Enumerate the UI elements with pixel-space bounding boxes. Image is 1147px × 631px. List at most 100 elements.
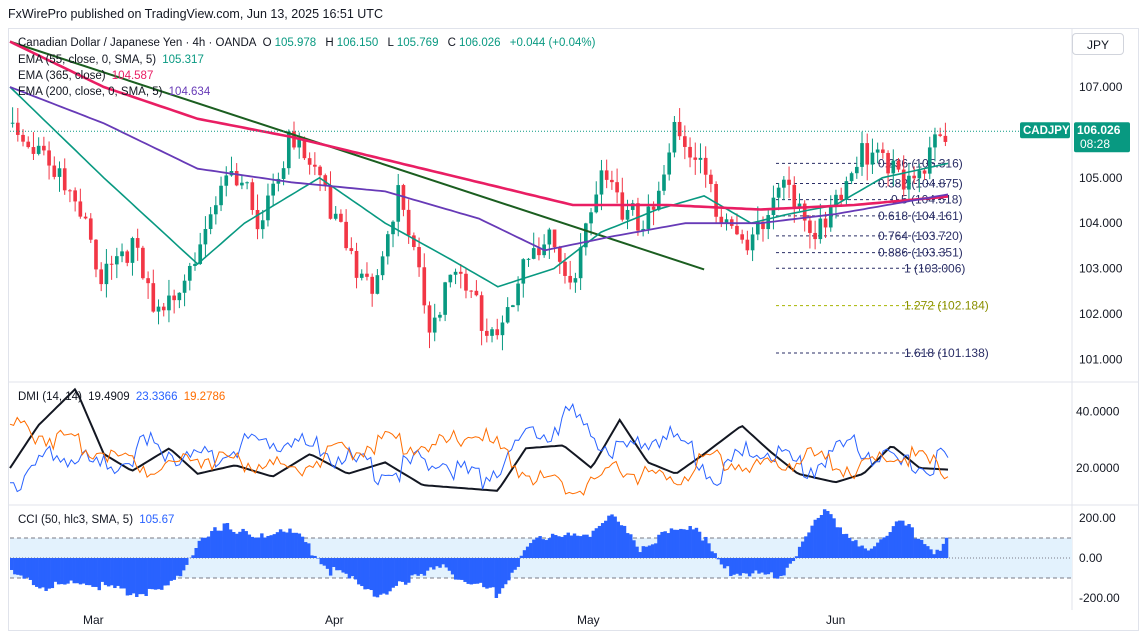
cci-bar (610, 514, 614, 558)
cci-bar (644, 546, 649, 558)
candle-down (896, 160, 901, 170)
candle-up (104, 263, 109, 285)
candle-down (745, 239, 750, 251)
candle-down (557, 247, 562, 262)
cci-bar (844, 533, 849, 558)
cci-bar (382, 558, 386, 594)
candle-down (495, 329, 500, 336)
cci-bar (654, 543, 658, 558)
cci-bar (422, 558, 427, 576)
cci-bar (491, 558, 495, 588)
cci-bar (941, 543, 946, 558)
candle-down (354, 250, 359, 278)
ema200-value: 104.634 (168, 86, 211, 98)
ema365-value: 104.587 (111, 70, 154, 82)
cci-bar (766, 558, 771, 575)
cci-bar (332, 558, 336, 568)
cci-bar (372, 558, 377, 597)
cci-bar (360, 558, 364, 587)
cci-bar (35, 558, 39, 587)
ema55-line (9, 86, 949, 288)
ema365-line (9, 40, 949, 211)
currency-button[interactable]: JPY (1072, 33, 1124, 55)
cci-bar (22, 558, 26, 579)
cci-bar (569, 535, 574, 558)
cci-bar (582, 534, 586, 558)
dmi-legend[interactable]: DMI (14, 14) 19.4909 23.3366 19.2786 (18, 391, 228, 403)
candle-up (667, 152, 672, 175)
cci-bar (235, 533, 239, 558)
candle-down (735, 225, 739, 235)
cci-bar (453, 558, 458, 580)
ema200-legend[interactable]: EMA (200, close, 0, SMA, 5) 104.634 (18, 86, 213, 98)
candle-down (255, 210, 260, 230)
price-tick-label: 101.000 (1079, 352, 1123, 366)
cci-label: CCI (50, hlc3, SMA, 5) (18, 514, 134, 526)
candle-up (875, 149, 880, 153)
cci-bar (876, 542, 880, 558)
ema55-legend[interactable]: EMA (55, close, 0, SMA, 5) 105.317 (18, 54, 207, 66)
cci-bar (600, 523, 605, 558)
candle-down (62, 168, 67, 191)
candle-down (568, 275, 573, 283)
last-price-tag (1074, 122, 1130, 153)
ema365-label: EMA (365, close) (18, 70, 106, 82)
candle-down (886, 152, 890, 174)
cci-bar (466, 558, 470, 584)
cci-bar (94, 558, 98, 587)
cci-bar (879, 539, 883, 558)
cci-bar (419, 558, 424, 574)
cci-bar (425, 558, 430, 571)
candle-down (302, 137, 307, 159)
candle-up (490, 329, 494, 336)
cci-bar (106, 558, 111, 587)
cci-bar (563, 535, 567, 558)
cci-bar (513, 558, 517, 570)
cci-legend[interactable]: CCI (50, hlc3, SMA, 5) 105.67 (18, 514, 177, 526)
candle-up (834, 194, 838, 206)
cci-bar (97, 558, 101, 591)
candle-down (26, 141, 31, 148)
candle-down (484, 330, 489, 336)
cci-bar (213, 527, 217, 558)
cci-bar (757, 558, 761, 574)
cci-bar (128, 558, 133, 596)
ema365-legend[interactable]: EMA (365, close) 104.587 (18, 70, 156, 82)
cci-value: 105.67 (139, 514, 175, 526)
cci-bar (210, 530, 214, 558)
candle-up (516, 283, 520, 306)
cci-bar (929, 549, 933, 558)
cci-bar (754, 558, 758, 571)
cci-bar (935, 549, 939, 558)
candle-up (156, 306, 161, 312)
candle-up (755, 221, 760, 235)
candle-down (787, 179, 791, 185)
candle-up (698, 157, 703, 160)
cci-bar (113, 558, 117, 589)
candle-down (938, 134, 943, 136)
candle-up (167, 295, 171, 311)
cci-bar (178, 558, 183, 577)
cci-bar (397, 558, 402, 582)
cci-bar (675, 529, 680, 558)
candle-down (677, 121, 682, 137)
cci-bar (69, 558, 73, 581)
main-legend: Canadian Dollar / Japanese Yen · 4h · OA… (18, 37, 598, 49)
cci-bar (641, 546, 646, 558)
symbol-tag-text: CADJPY (1023, 125, 1070, 137)
cci-bar (660, 531, 664, 558)
cci-bar (538, 536, 542, 558)
candle-down (719, 216, 724, 224)
candle-down (78, 201, 83, 217)
cci-bar (63, 558, 67, 585)
cci-bar (428, 558, 433, 568)
cci-bar (307, 543, 311, 558)
cci-bar (585, 534, 589, 558)
cci-bar (457, 558, 461, 580)
candle-up (547, 229, 552, 245)
cci-bar (897, 520, 902, 558)
cci-bar (322, 558, 327, 566)
candle-up (724, 219, 729, 224)
trend-line (9, 40, 705, 271)
